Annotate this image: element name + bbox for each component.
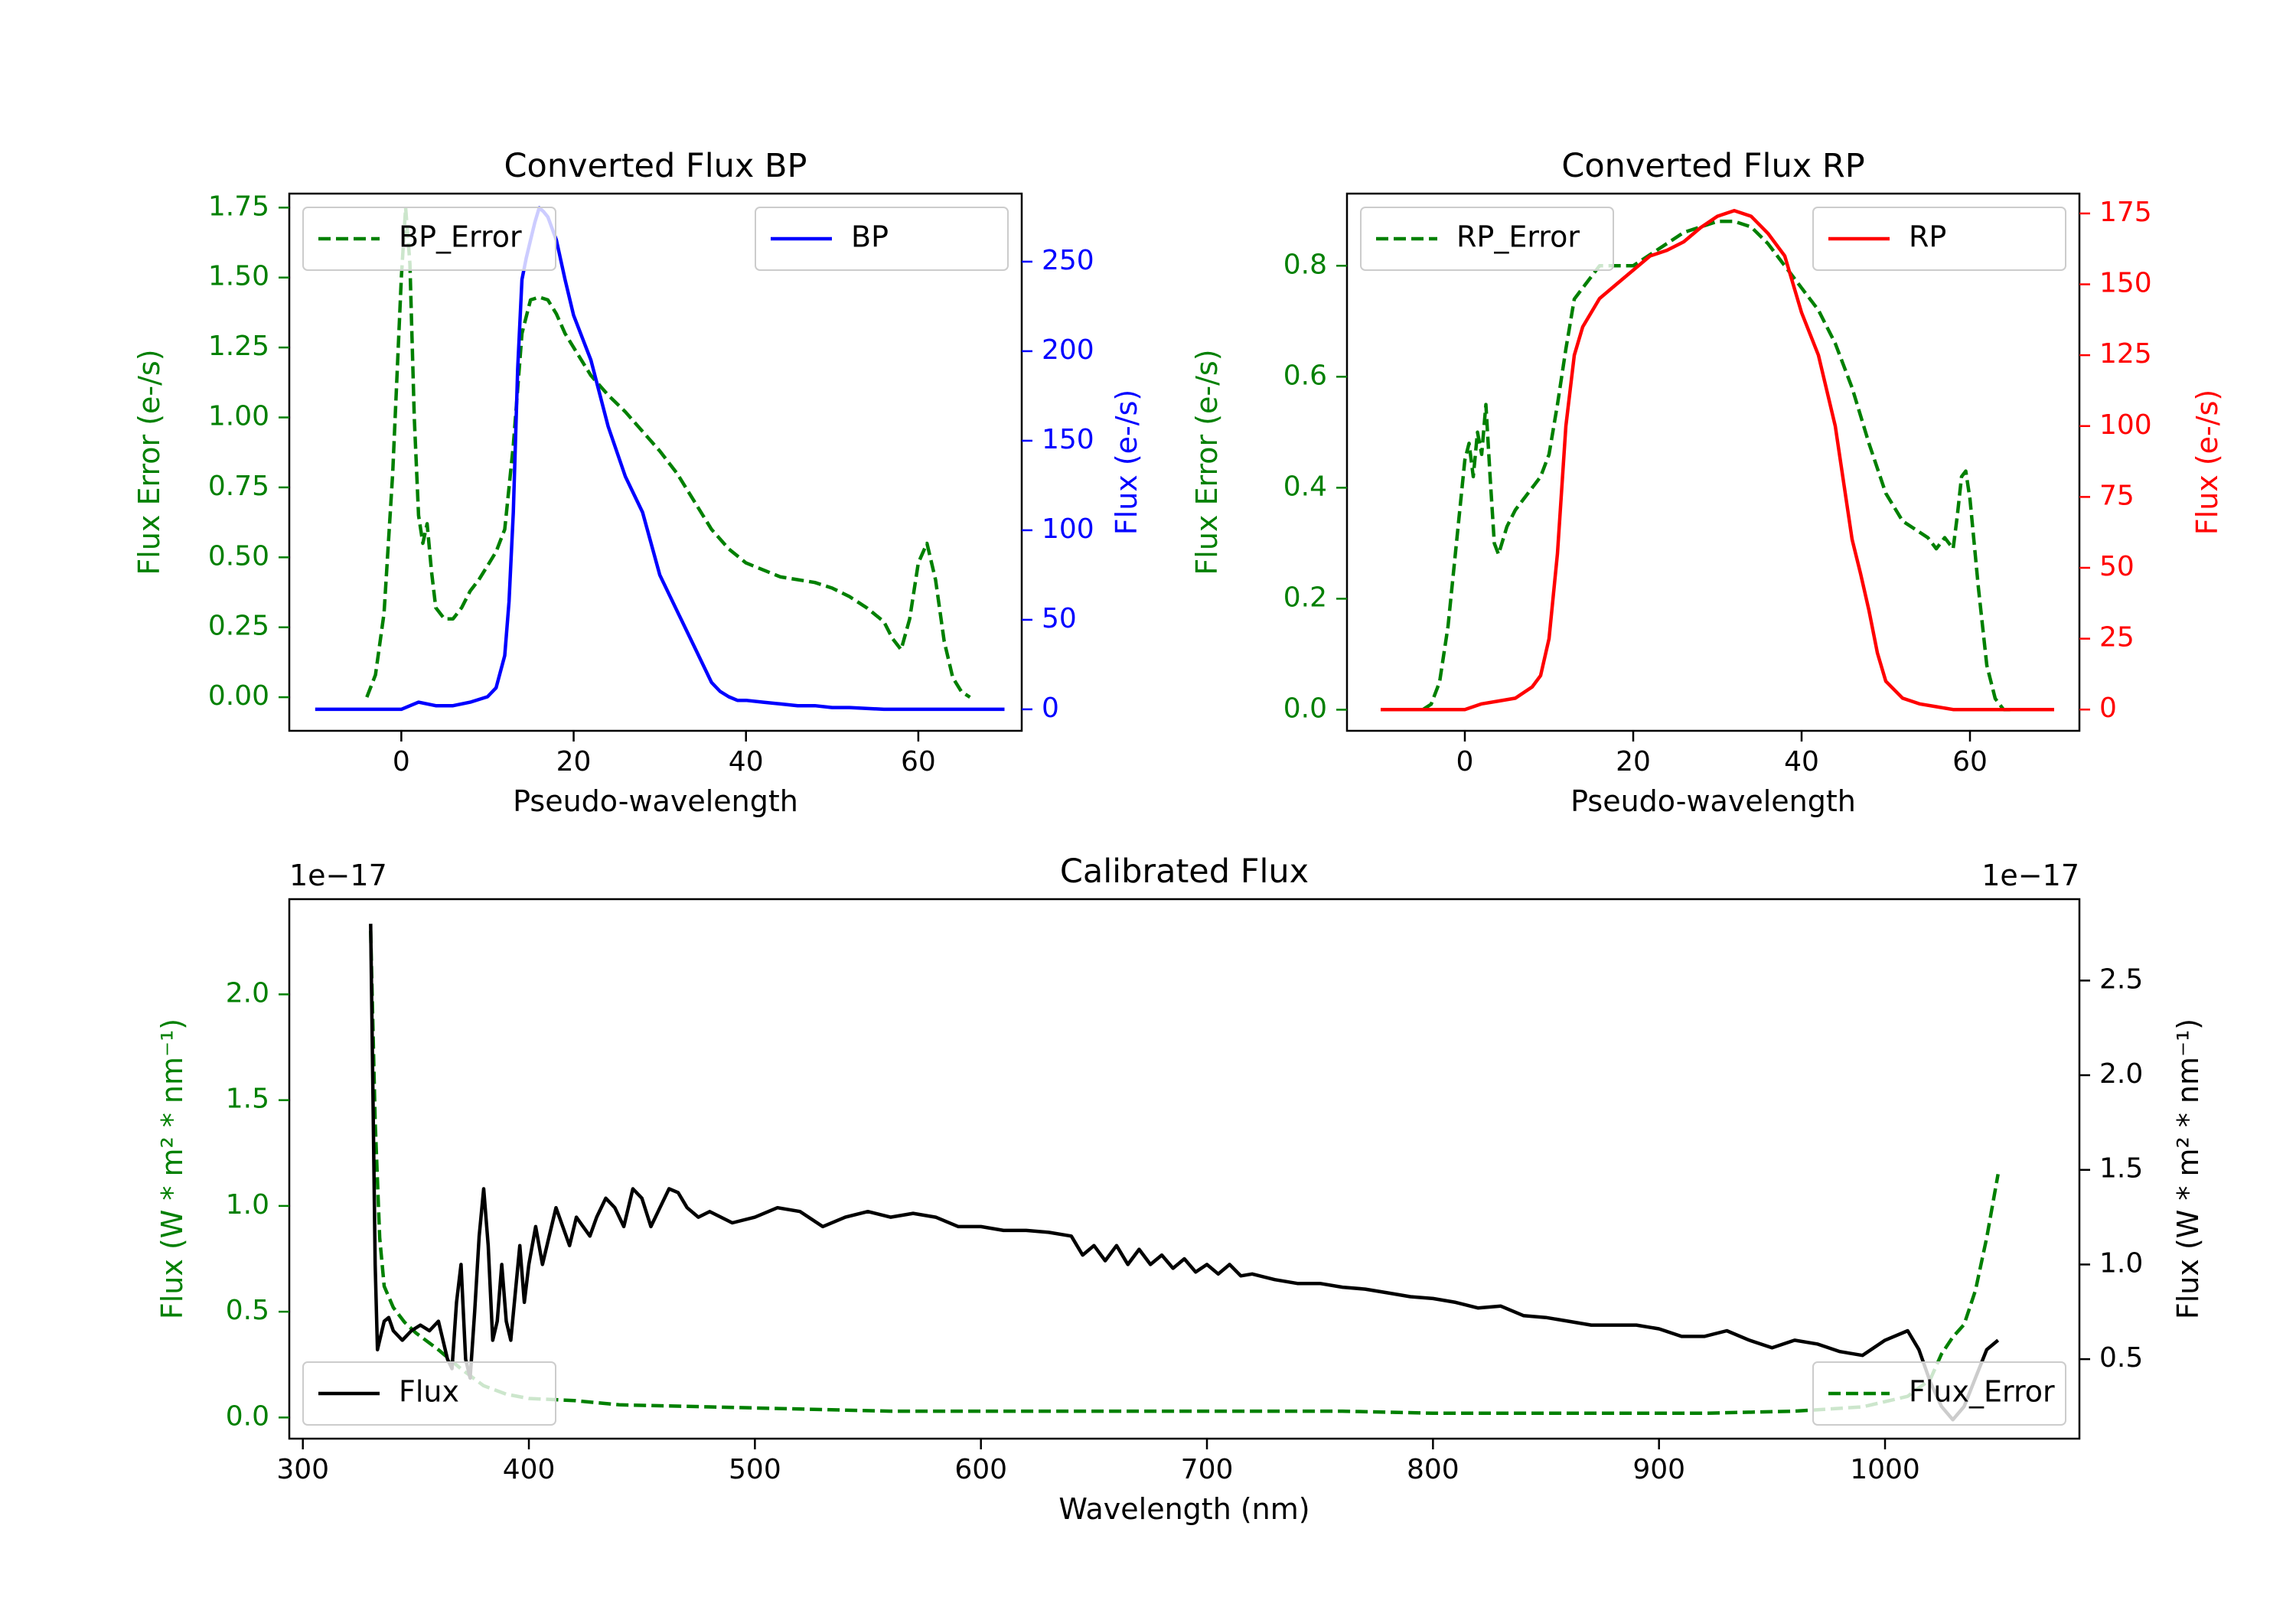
y-right-tick-label: 125 — [2099, 338, 2152, 370]
y-left-tick-label: 0.75 — [208, 471, 269, 502]
chart-title: Calibrated Flux — [1060, 852, 1309, 891]
y-right-tick-label: 150 — [1042, 424, 1094, 455]
series-line-rp-error — [1421, 220, 2012, 712]
legend-label: RP — [1909, 220, 1946, 254]
y-right-tick-label: 100 — [1042, 513, 1094, 545]
x-tick-label: 400 — [503, 1454, 556, 1485]
x-tick-label: 1000 — [1850, 1454, 1920, 1485]
y-right-tick-label: 150 — [2099, 268, 2152, 299]
legend-label: Flux — [399, 1375, 459, 1409]
y-right-tick-label: 25 — [2099, 622, 2135, 654]
legend-label: BP — [851, 220, 889, 254]
x-tick-label: 60 — [901, 746, 936, 777]
x-axis-label: Wavelength (nm) — [1058, 1492, 1309, 1526]
y-right-axis-label: Flux (e-/s) — [1110, 390, 1143, 535]
x-tick-label: 900 — [1632, 1454, 1685, 1485]
y-left-tick-label: 0.8 — [1283, 249, 1327, 280]
y-right-tick-label: 200 — [1042, 334, 1094, 366]
y-left-tick-label: 0.6 — [1283, 360, 1327, 391]
legend-label: Flux_Error — [1909, 1375, 2055, 1409]
x-tick-label: 60 — [1952, 746, 1988, 777]
y-left-tick-label: 0.0 — [226, 1400, 269, 1432]
legend-right: Flux_Error — [1812, 1361, 2066, 1426]
y-right-tick-label: 1.0 — [2099, 1247, 2143, 1279]
legend-left: BP_Error — [302, 207, 556, 271]
y-left-axis-label: Flux (W * m² * nm⁻¹) — [155, 1019, 189, 1319]
legend-label: BP_Error — [399, 220, 522, 254]
y-left-tick-label: 1.0 — [226, 1189, 269, 1221]
panel-bp: 0 20 40 60 0.00 0.25 0.50 0.75 1.00 1.25 1.50 1.75 0… — [132, 147, 1143, 818]
chart-title: Converted Flux RP — [1561, 147, 1864, 185]
x-tick-label: 600 — [954, 1454, 1007, 1485]
y-right-tick-label: 100 — [2099, 409, 2152, 441]
y-right-tick-label: 175 — [2099, 197, 2152, 228]
plot-frame — [288, 192, 1023, 732]
x-axis-label: Pseudo-wavelength — [513, 784, 798, 818]
x-tick-label: 20 — [1616, 746, 1651, 777]
y-left-tick-label: 0.25 — [208, 611, 269, 642]
x-axis-label: Pseudo-wavelength — [1570, 784, 1856, 818]
x-tick-label: 700 — [1181, 1454, 1234, 1485]
y-left-tick-label: 1.50 — [208, 261, 269, 292]
chart-title: Converted Flux BP — [504, 147, 807, 185]
y-right-tick-label: 250 — [1042, 245, 1094, 276]
x-tick-label: 0 — [1456, 746, 1474, 777]
y-left-tick-label: 1.00 — [208, 401, 269, 432]
y-right-tick-label: 2.5 — [2099, 963, 2143, 995]
y-left-offset-text: 1e−17 — [289, 859, 387, 892]
y-left-axis-label: Flux Error (e-/s) — [132, 349, 166, 575]
x-tick-label: 0 — [393, 746, 410, 777]
legend-left: Flux — [302, 1361, 556, 1426]
y-left-axis-label: Flux Error (e-/s) — [1190, 349, 1224, 575]
series-line-bp — [315, 206, 1005, 712]
legend-right: RP — [1812, 207, 2066, 271]
y-left-tick-label: 2.0 — [226, 977, 269, 1009]
x-tick-label: 300 — [276, 1454, 329, 1485]
x-tick-label: 500 — [729, 1454, 781, 1485]
y-right-tick-label: 0 — [1042, 693, 1059, 724]
y-right-axis-label: Flux (e-/s) — [2190, 390, 2224, 535]
y-left-tick-label: 1.5 — [226, 1084, 269, 1115]
y-left-tick-label: 0.00 — [208, 680, 269, 712]
y-right-tick-label: 0.5 — [2099, 1342, 2143, 1374]
series-line-rp — [1381, 208, 2054, 712]
panel-cal: 300 400 500 600 700 800 900 1000 0.0 0.5 1.0 1.5 2.0… — [155, 852, 2205, 1526]
y-right-tick-label: 75 — [2099, 480, 2135, 511]
legend-box — [1812, 1361, 2066, 1426]
y-right-offset-text: 1e−17 — [1981, 859, 2079, 892]
x-tick-label: 800 — [1407, 1454, 1459, 1485]
y-right-tick-label: 2.0 — [2099, 1058, 2143, 1090]
series-line-flux — [369, 924, 2000, 1422]
y-left-tick-label: 0.0 — [1283, 693, 1327, 724]
legend-left: RP_Error — [1360, 207, 1614, 271]
y-right-tick-label: 50 — [2099, 551, 2135, 582]
y-left-tick-label: 0.4 — [1283, 471, 1327, 502]
plot-frame — [288, 898, 2081, 1440]
x-tick-label: 20 — [556, 746, 592, 777]
panel-rp: 0 20 40 60 0.0 0.2 0.4 0.6 0.8 0 25 50 75 100 125 150 17… — [1190, 147, 2224, 818]
legend-box — [302, 207, 556, 271]
y-right-tick-label: 0 — [2099, 693, 2117, 724]
x-tick-label: 40 — [1784, 746, 1819, 777]
y-right-tick-label: 50 — [1042, 603, 1077, 634]
y-left-tick-label: 1.75 — [208, 191, 269, 222]
y-left-tick-label: 1.25 — [208, 331, 269, 362]
legend-box — [1812, 207, 2066, 271]
y-left-tick-label: 0.5 — [226, 1295, 269, 1326]
y-right-axis-label: Flux (W * m² * nm⁻¹) — [2171, 1019, 2205, 1319]
legend-box — [755, 207, 1009, 271]
legend-label: RP_Error — [1456, 220, 1580, 254]
x-tick-label: 40 — [729, 746, 764, 777]
legend-box — [302, 1361, 556, 1426]
y-left-tick-label: 0.50 — [208, 540, 269, 572]
y-right-tick-label: 1.5 — [2099, 1153, 2143, 1185]
legend-box — [1360, 207, 1614, 271]
y-left-tick-label: 0.2 — [1283, 582, 1327, 613]
series-line-bp-error — [365, 206, 971, 699]
plot-frame — [1345, 192, 2081, 732]
legend-right: BP — [755, 207, 1009, 271]
